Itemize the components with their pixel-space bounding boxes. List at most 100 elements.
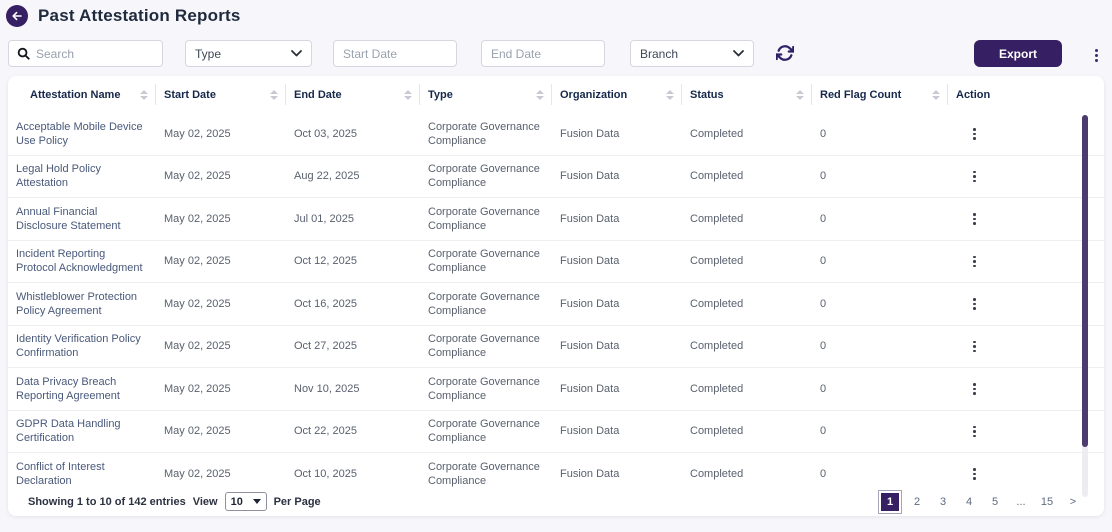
action-cell — [948, 295, 1104, 313]
arrow-left-icon — [11, 10, 23, 22]
type-cell: Corporate Governance Compliance — [428, 163, 540, 190]
attestation-name-cell[interactable]: Acceptable Mobile Device Use Policy — [16, 120, 143, 147]
per-page-select[interactable]: 10 — [224, 492, 267, 511]
more-options-button[interactable] — [1093, 47, 1100, 64]
column-header[interactable]: Attestation Name — [8, 76, 156, 113]
start-date-input[interactable] — [343, 46, 447, 61]
search-input[interactable] — [36, 46, 154, 61]
page-button[interactable]: 2 — [913, 495, 921, 508]
column-header[interactable]: End Date — [286, 76, 420, 113]
search-box[interactable] — [8, 40, 163, 67]
status-cell: Completed — [690, 425, 744, 438]
start-date-cell: May 02, 2025 — [164, 382, 231, 395]
end-date-cell: Aug 22, 2025 — [294, 170, 360, 183]
action-cell — [948, 125, 1104, 143]
column-header-label: Red Flag Count — [820, 88, 902, 101]
end-date-box[interactable] — [481, 40, 605, 67]
status-cell: Completed — [690, 255, 744, 268]
start-date-cell: May 02, 2025 — [164, 170, 231, 183]
column-header[interactable]: Red Flag Count — [812, 76, 948, 113]
table-footer: Showing 1 to 10 of 142 entries View 10 P… — [8, 487, 1104, 516]
attestation-name-cell[interactable]: Identity Verification Policy Confirmatio… — [16, 333, 141, 360]
page-button[interactable]: 5 — [991, 495, 999, 508]
column-header[interactable]: Organization — [552, 76, 682, 113]
row-action-kebab-icon[interactable] — [970, 295, 979, 313]
sort-arrows-icon[interactable] — [404, 89, 412, 100]
attestation-name-cell[interactable]: Whistleblower Protection Policy Agreemen… — [16, 290, 138, 317]
row-action-kebab-icon[interactable] — [970, 210, 979, 228]
pagination: 1 2 3 4 5... 15 > — [878, 489, 1084, 514]
attestation-name-cell[interactable]: GDPR Data Handling Certification — [16, 418, 121, 445]
export-button[interactable]: Export — [974, 40, 1062, 67]
attestation-name-cell[interactable]: Incident Reporting Protocol Acknowledgme… — [16, 248, 143, 275]
red-flag-count-cell: 0 — [820, 255, 827, 268]
filter-bar: Type Branch Export — [8, 40, 1104, 67]
organization-cell: Fusion Data — [560, 212, 620, 225]
column-header[interactable]: Type — [420, 76, 552, 113]
column-header[interactable]: Start Date — [156, 76, 286, 113]
status-cell: Completed — [690, 297, 744, 310]
status-cell: Completed — [690, 212, 744, 225]
page-button[interactable]: 4 — [965, 495, 973, 508]
action-cell — [948, 338, 1104, 356]
start-date-cell: May 02, 2025 — [164, 127, 231, 140]
red-flag-count-cell: 0 — [820, 382, 827, 395]
branch-filter-value: Branch — [640, 46, 679, 61]
column-header[interactable]: Action — [948, 76, 1104, 113]
table-row[interactable]: Acceptable Mobile Device Use Policy May … — [8, 113, 1104, 156]
attestation-name-cell[interactable]: Data Privacy Breach Reporting Agreement — [16, 375, 120, 402]
row-action-kebab-icon[interactable] — [970, 380, 979, 398]
back-button[interactable] — [6, 5, 28, 27]
table-row[interactable]: Annual Financial Disclosure Statement Ma… — [8, 198, 1104, 241]
attestation-name-cell[interactable]: Legal Hold Policy Attestation — [16, 163, 101, 190]
row-action-kebab-icon[interactable] — [970, 253, 979, 271]
sort-arrows-icon[interactable] — [932, 89, 940, 100]
table-row[interactable]: Incident Reporting Protocol Acknowledgme… — [8, 241, 1104, 283]
action-cell — [948, 168, 1104, 186]
row-action-kebab-icon[interactable] — [970, 423, 979, 441]
vertical-scrollbar-thumb[interactable] — [1082, 115, 1088, 447]
row-action-kebab-icon[interactable] — [970, 465, 979, 483]
page-button[interactable]: ... — [1016, 495, 1026, 508]
sort-arrows-icon[interactable] — [536, 89, 544, 100]
column-header[interactable]: Status — [682, 76, 812, 113]
refresh-button[interactable] — [776, 44, 794, 62]
row-action-kebab-icon[interactable] — [970, 125, 979, 143]
type-cell: Corporate Governance Compliance — [428, 460, 540, 487]
page-button[interactable]: 15 — [1040, 495, 1054, 508]
table-row[interactable]: Whistleblower Protection Policy Agreemen… — [8, 283, 1104, 326]
table-row[interactable]: Data Privacy Breach Reporting Agreement … — [8, 368, 1104, 411]
vertical-scrollbar-track[interactable] — [1082, 115, 1088, 497]
type-filter-select[interactable]: Type — [185, 40, 312, 67]
attestation-name-cell[interactable]: Annual Financial Disclosure Statement — [16, 205, 121, 232]
page-button[interactable]: 3 — [939, 495, 947, 508]
end-date-input[interactable] — [491, 46, 595, 61]
table-row[interactable]: GDPR Data Handling Certification May 02,… — [8, 411, 1104, 453]
organization-cell: Fusion Data — [560, 340, 620, 353]
row-action-kebab-icon[interactable] — [970, 338, 979, 356]
row-action-kebab-icon[interactable] — [970, 168, 979, 186]
column-header-label: Organization — [560, 88, 628, 101]
attestation-table-card: Attestation Name Start Date End Date Typ… — [8, 76, 1104, 516]
end-date-cell: Nov 10, 2025 — [294, 382, 360, 395]
attestation-name-cell[interactable]: Conflict of Interest Declaration — [16, 460, 105, 487]
start-date-box[interactable] — [333, 40, 457, 67]
sort-arrows-icon[interactable] — [666, 89, 674, 100]
branch-filter-select[interactable]: Branch — [630, 40, 754, 67]
end-date-cell: Oct 27, 2025 — [294, 340, 357, 353]
sort-arrows-icon[interactable] — [270, 89, 278, 100]
type-cell: Corporate Governance Compliance — [428, 333, 540, 360]
red-flag-count-cell: 0 — [820, 467, 827, 480]
table-row[interactable]: Identity Verification Policy Confirmatio… — [8, 326, 1104, 368]
page-button[interactable]: 1 — [878, 489, 902, 514]
next-page-button[interactable]: > — [1069, 495, 1077, 508]
red-flag-count-cell: 0 — [820, 170, 827, 183]
sort-arrows-icon[interactable] — [796, 89, 804, 100]
column-header-label: Attestation Name — [30, 88, 121, 101]
type-filter-value: Type — [195, 46, 222, 61]
table-row[interactable]: Conflict of Interest Declaration May 02,… — [8, 453, 1104, 496]
sort-arrows-icon[interactable] — [140, 89, 148, 100]
type-cell: Corporate Governance Compliance — [428, 205, 540, 232]
end-date-cell: Oct 16, 2025 — [294, 297, 357, 310]
table-row[interactable]: Legal Hold Policy Attestation May 02, 20… — [8, 156, 1104, 198]
